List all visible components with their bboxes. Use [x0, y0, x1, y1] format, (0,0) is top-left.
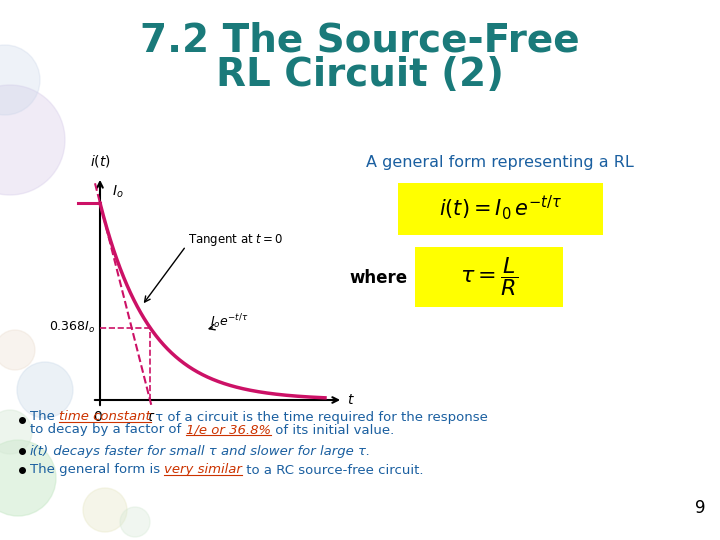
Text: $I_o$: $I_o$: [112, 184, 124, 200]
Bar: [398, 183, 603, 235]
Circle shape: [0, 410, 32, 454]
Text: τ of a circuit is the time required for the response: τ of a circuit is the time required for …: [151, 410, 487, 423]
Text: 7.2 The Source-Free: 7.2 The Source-Free: [140, 21, 580, 59]
Text: $t$: $t$: [347, 393, 355, 407]
Text: $\tau$: $\tau$: [145, 410, 156, 424]
Text: of its initial value.: of its initial value.: [271, 423, 394, 436]
Text: Tangent at $t = 0$: Tangent at $t = 0$: [188, 232, 284, 248]
Text: $i(t) = I_0\, e^{-t/\tau}$: $i(t) = I_0\, e^{-t/\tau}$: [438, 194, 562, 222]
Text: 9: 9: [695, 499, 706, 517]
Text: The general form is: The general form is: [30, 463, 164, 476]
Text: A general form representing a RL: A general form representing a RL: [366, 154, 634, 170]
Text: $0$: $0$: [93, 410, 103, 424]
Circle shape: [120, 507, 150, 537]
Text: $I_o e^{-t/\tau}$: $I_o e^{-t/\tau}$: [210, 313, 248, 332]
Circle shape: [0, 330, 35, 370]
Circle shape: [83, 488, 127, 532]
Text: very similar: very similar: [164, 463, 242, 476]
Text: $i(t)$: $i(t)$: [89, 153, 110, 169]
Text: $0.368I_o$: $0.368I_o$: [48, 320, 95, 335]
Text: where: where: [350, 269, 408, 287]
Text: RL Circuit (2): RL Circuit (2): [216, 56, 504, 94]
Text: decays faster for small τ and slower for large τ.: decays faster for small τ and slower for…: [49, 444, 370, 457]
Text: to decay by a factor of: to decay by a factor of: [30, 423, 186, 436]
Text: The: The: [30, 410, 59, 423]
Circle shape: [17, 362, 73, 418]
Text: 1/e or 36.8%: 1/e or 36.8%: [186, 423, 271, 436]
Bar: [415, 247, 563, 307]
Text: time constant: time constant: [59, 410, 151, 423]
Text: to a RC source-free circuit.: to a RC source-free circuit.: [242, 463, 424, 476]
Text: i(t): i(t): [30, 444, 49, 457]
Circle shape: [0, 85, 65, 195]
Circle shape: [0, 45, 40, 115]
Circle shape: [0, 440, 56, 516]
Text: $\tau = \dfrac{L}{R}$: $\tau = \dfrac{L}{R}$: [460, 255, 518, 299]
